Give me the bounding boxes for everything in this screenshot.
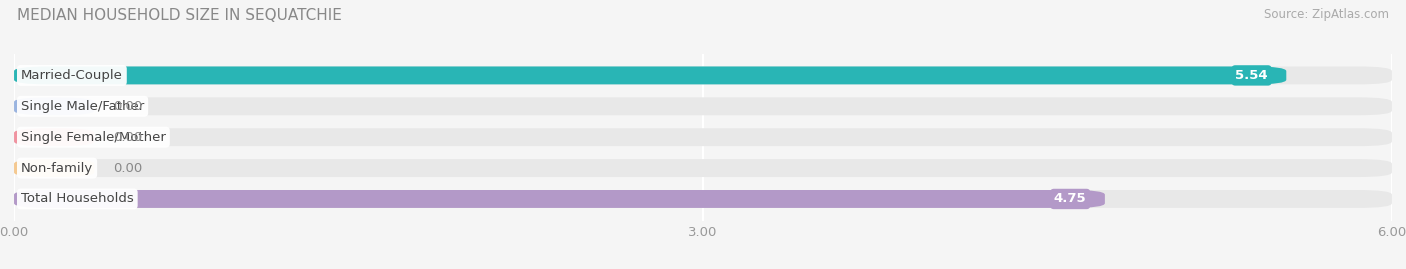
FancyBboxPatch shape bbox=[14, 66, 1286, 84]
FancyBboxPatch shape bbox=[14, 159, 94, 177]
Text: Married-Couple: Married-Couple bbox=[21, 69, 122, 82]
FancyBboxPatch shape bbox=[14, 97, 1392, 115]
Text: MEDIAN HOUSEHOLD SIZE IN SEQUATCHIE: MEDIAN HOUSEHOLD SIZE IN SEQUATCHIE bbox=[17, 8, 342, 23]
FancyBboxPatch shape bbox=[14, 128, 94, 146]
Text: Non-family: Non-family bbox=[21, 162, 93, 175]
Text: 4.75: 4.75 bbox=[1054, 192, 1087, 206]
Text: 0.00: 0.00 bbox=[112, 162, 142, 175]
Text: 0.00: 0.00 bbox=[112, 100, 142, 113]
FancyBboxPatch shape bbox=[14, 66, 1392, 84]
Text: 5.54: 5.54 bbox=[1236, 69, 1268, 82]
Text: Source: ZipAtlas.com: Source: ZipAtlas.com bbox=[1264, 8, 1389, 21]
Text: Single Male/Father: Single Male/Father bbox=[21, 100, 145, 113]
FancyBboxPatch shape bbox=[14, 190, 1392, 208]
FancyBboxPatch shape bbox=[14, 97, 94, 115]
Text: Total Households: Total Households bbox=[21, 192, 134, 206]
FancyBboxPatch shape bbox=[14, 190, 1105, 208]
Text: Single Female/Mother: Single Female/Mother bbox=[21, 131, 166, 144]
FancyBboxPatch shape bbox=[14, 128, 1392, 146]
Text: 0.00: 0.00 bbox=[112, 131, 142, 144]
FancyBboxPatch shape bbox=[14, 159, 1392, 177]
